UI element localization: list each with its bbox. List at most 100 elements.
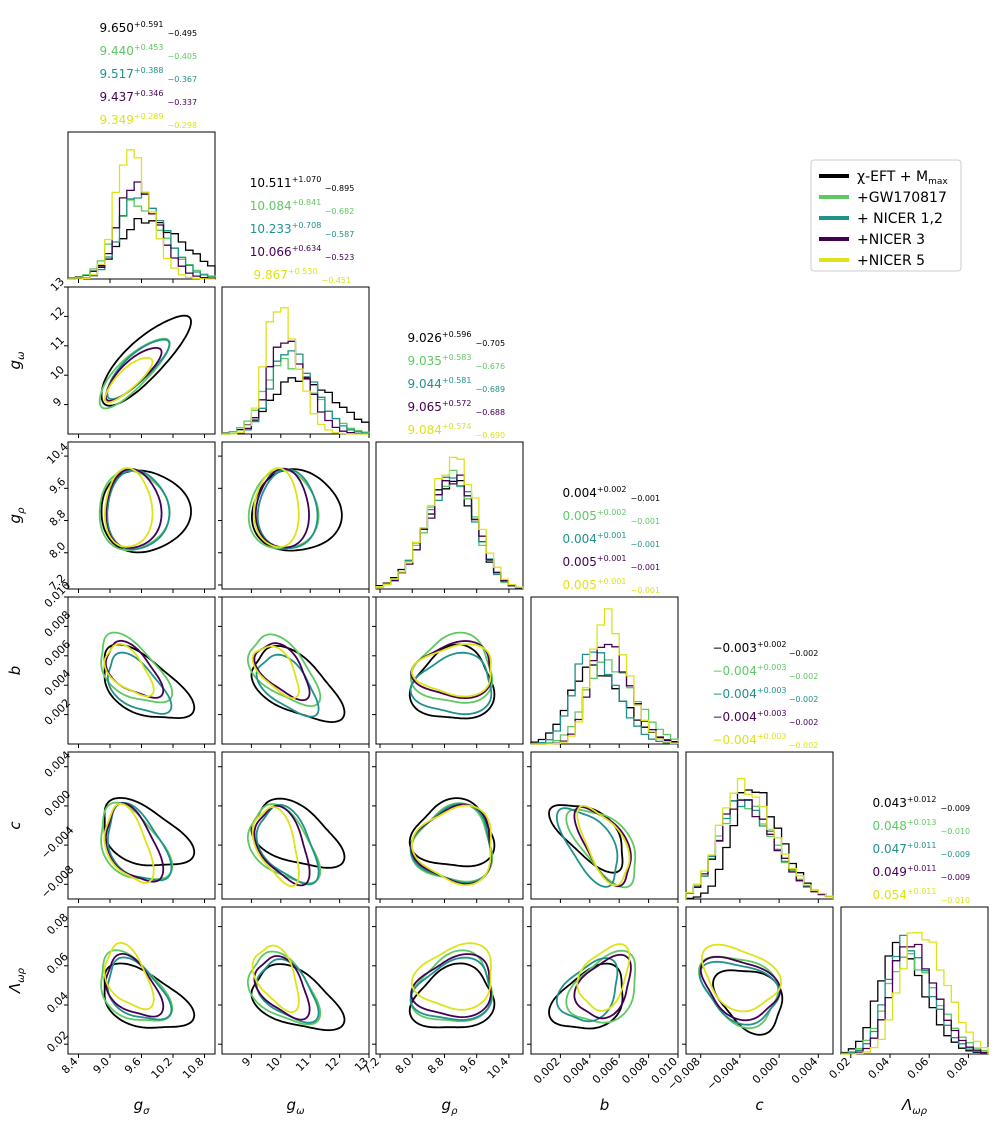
contour-1-4-series-4 [251,806,300,888]
contour-0-2-series-3 [105,468,163,549]
summary-minus-4-series-2: −0.002 [789,695,819,704]
contour-0-4-series-3 [104,802,165,883]
legend-label-4: +NICER 5 [857,253,925,269]
x-axis-label-2: gρ [442,1096,459,1117]
summary-minus-1-series-1: −0.682 [325,207,355,216]
panel-frame-3-3 [530,596,679,745]
x-tick-label-3-3: 0.008 [619,1055,650,1086]
contour-0-2-series-2 [106,469,171,551]
summary-minus-5-series-0: −0.009 [941,804,971,813]
contour-3-5-series-2 [555,957,619,1023]
summary-minus-0-series-2: −0.367 [168,75,198,84]
panel-frame-0-5 [67,906,216,1055]
x-tick-label-0-1: 9.0 [91,1055,113,1077]
panel-frame-1-1 [221,286,370,435]
summary-minus-0-series-0: −0.495 [168,29,198,38]
histogram-5-series-4 [841,931,989,1055]
x-tick-label-0-3: 10.2 [149,1055,176,1082]
y-axis-label-1: gω [6,352,27,370]
legend-label-3: +NICER 3 [857,232,925,248]
contour-1-5-series-0 [250,963,346,1032]
panel-frame-1-2 [221,441,370,590]
contour-0-3-series-0 [103,643,196,720]
histogram-0-series-4 [68,149,215,280]
summary-0-series-1: 9.440+0.453 [100,43,164,58]
summary-2-series-1: 9.035+0.583 [408,353,472,368]
panel-frame-2-4 [375,751,524,900]
y-tick-label-4-0: −0.008 [39,863,77,901]
x-tick-label-0-2: 9.6 [122,1055,144,1077]
contour-1-5-series-3 [253,955,311,1021]
y-tick-label-3-3: 0.008 [42,608,73,639]
x-tick-label-0-0: 8.4 [59,1055,81,1077]
y-tick-label-5-1: 0.04 [44,989,71,1016]
y-tick-label-5-3: 0.08 [44,911,71,938]
contour-3-5-series-1 [565,949,637,1024]
contour-1-4-series-2 [255,803,320,886]
summary-minus-2-series-0: −0.705 [476,339,506,348]
summary-0-series-4: 9.349+0.289 [100,112,164,127]
y-tick-label-3-1: 0.004 [42,667,73,698]
summary-minus-0-series-4: −0.298 [168,121,198,130]
y-tick-label-2-2: 8.8 [47,507,69,529]
x-tick-label-0-4: 10.8 [180,1055,207,1082]
contour-0-2-series-0 [100,469,192,554]
summary-minus-5-series-3: −0.009 [941,873,971,882]
contour-0-1-series-4 [103,356,154,404]
summary-minus-1-series-2: −0.587 [325,230,355,239]
contour-1-5-series-4 [251,944,300,1014]
histogram-4-series-0 [685,789,834,900]
summary-3-series-2: 0.004+0.001 [563,531,627,546]
contour-2-5-series-0 [408,962,496,1029]
histogram-5-series-3 [840,943,989,1055]
contour-2-4-series-0 [408,797,496,868]
contour-0-5-series-3 [104,953,165,1018]
summary-3-series-1: 0.005+0.002 [563,508,627,523]
contour-0-3-series-4 [103,642,155,698]
summary-minus-4-series-4: −0.002 [789,741,819,750]
contour-0-5-series-2 [106,956,173,1021]
x-tick-label-1-2: 11 [293,1055,312,1074]
contour-4-5-series-2 [698,960,781,1026]
summary-minus-5-series-4: −0.010 [941,896,971,905]
summary-0-series-3: 9.437+0.346 [100,89,164,104]
summary-1-series-3: 10.066+0.634 [250,244,322,259]
legend-label-1: +GW170817 [857,190,947,206]
y-tick-label-2-3: 9.6 [47,475,69,497]
y-axis-label-4: c [6,821,24,830]
x-tick-label-2-4: 10.4 [485,1055,512,1082]
contour-3-4-series-3 [573,805,632,888]
y-tick-label-4-1: −0.004 [39,824,77,862]
summary-1-series-2: 10.233+0.708 [250,221,322,236]
summary-2-series-0: 9.026+0.596 [408,330,472,345]
panel-frame-3-5 [530,906,679,1055]
summary-minus-4-series-1: −0.002 [789,672,819,681]
contour-1-5-series-2 [255,958,320,1024]
y-tick-label-5-0: 0.02 [44,1028,71,1055]
summary-minus-3-series-4: −0.001 [631,586,661,595]
contour-3-4-series-1 [565,808,637,889]
x-tick-label-5-1: 0.04 [866,1055,893,1082]
y-tick-label-2-1: 8.0 [47,540,69,562]
contour-2-3-series-4 [410,643,492,698]
summary-1-series-4: 9.867+0.530 [254,267,318,282]
summary-minus-4-series-3: −0.002 [789,718,819,727]
contour-1-3-series-1 [246,633,322,707]
contour-2-5-series-3 [410,953,492,1019]
summary-minus-1-series-3: −0.523 [325,253,355,262]
panel-frame-0-0 [67,131,216,280]
summary-4-series-3: −0.004+0.003 [712,709,786,724]
x-tick-label-4-2: 0.000 [750,1055,781,1086]
contour-1-2-series-1 [247,468,320,550]
histogram-3-series-4 [531,608,679,745]
summary-minus-3-series-2: −0.001 [631,540,661,549]
y-tick-label-1-2: 11 [48,334,67,353]
summary-minus-3-series-1: −0.001 [631,517,661,526]
x-tick-label-4-1: −0.004 [704,1055,742,1093]
summary-minus-5-series-2: −0.009 [941,850,971,859]
panel-frame-3-4 [530,751,679,900]
summary-1-series-1: 10.084+0.841 [250,198,322,213]
legend-label-2: + NICER 1,2 [857,211,943,227]
summary-minus-2-series-2: −0.689 [476,385,506,394]
y-tick-label-4-2: 0.000 [42,788,73,819]
